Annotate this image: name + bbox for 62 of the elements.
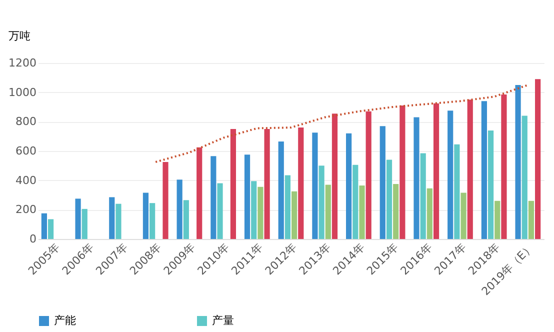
bar	[528, 200, 534, 239]
bar	[393, 184, 399, 239]
bar	[75, 198, 81, 239]
bar	[366, 111, 372, 239]
bar	[41, 213, 47, 239]
bar	[217, 183, 223, 239]
y-tick-label: 1200	[8, 56, 36, 70]
bar	[116, 204, 122, 239]
bar	[230, 129, 236, 239]
bar	[467, 100, 473, 239]
bar	[400, 106, 406, 239]
bar	[494, 200, 500, 239]
bar	[420, 153, 426, 239]
bar	[535, 79, 541, 239]
legend-label: 产能	[54, 314, 76, 327]
bar	[82, 208, 88, 239]
bar	[414, 117, 420, 239]
bar	[291, 191, 298, 239]
bar	[258, 186, 264, 239]
bar	[352, 164, 358, 239]
bar	[481, 101, 487, 239]
y-tick-label: 800	[16, 115, 36, 128]
bar	[142, 192, 149, 239]
bar	[264, 129, 270, 239]
line-series	[154, 84, 529, 163]
bar	[196, 147, 202, 239]
bar	[433, 103, 440, 239]
bar	[488, 130, 494, 239]
bar	[278, 141, 284, 239]
y-axis-title: 万吨	[8, 30, 30, 42]
bar	[325, 184, 331, 239]
bar	[448, 110, 454, 239]
y-tick-label: 200	[16, 203, 36, 216]
bar	[501, 94, 507, 239]
bar	[380, 126, 386, 239]
y-tick-label: 400	[16, 174, 36, 187]
bar	[332, 114, 338, 239]
y-tick-label: 1000	[8, 86, 36, 99]
bar	[298, 128, 304, 239]
bar	[312, 132, 318, 239]
y-tick-label: 600	[16, 144, 36, 158]
bar	[460, 192, 466, 239]
bar	[176, 180, 182, 239]
bar	[109, 197, 115, 239]
y-tick-label: 0	[30, 232, 36, 246]
bar	[150, 203, 156, 239]
bar	[359, 185, 365, 239]
bar	[284, 175, 291, 239]
bar	[162, 162, 168, 239]
bar	[522, 116, 528, 239]
bar	[210, 156, 216, 239]
bar	[183, 200, 189, 239]
bar	[318, 166, 324, 239]
bar	[346, 133, 352, 239]
legend-label: 产量	[212, 314, 234, 327]
bar	[48, 219, 54, 239]
bar	[426, 188, 432, 239]
bar	[515, 85, 521, 239]
bar	[454, 144, 460, 239]
bar	[386, 160, 392, 239]
bar	[244, 154, 250, 239]
bar	[251, 181, 257, 239]
